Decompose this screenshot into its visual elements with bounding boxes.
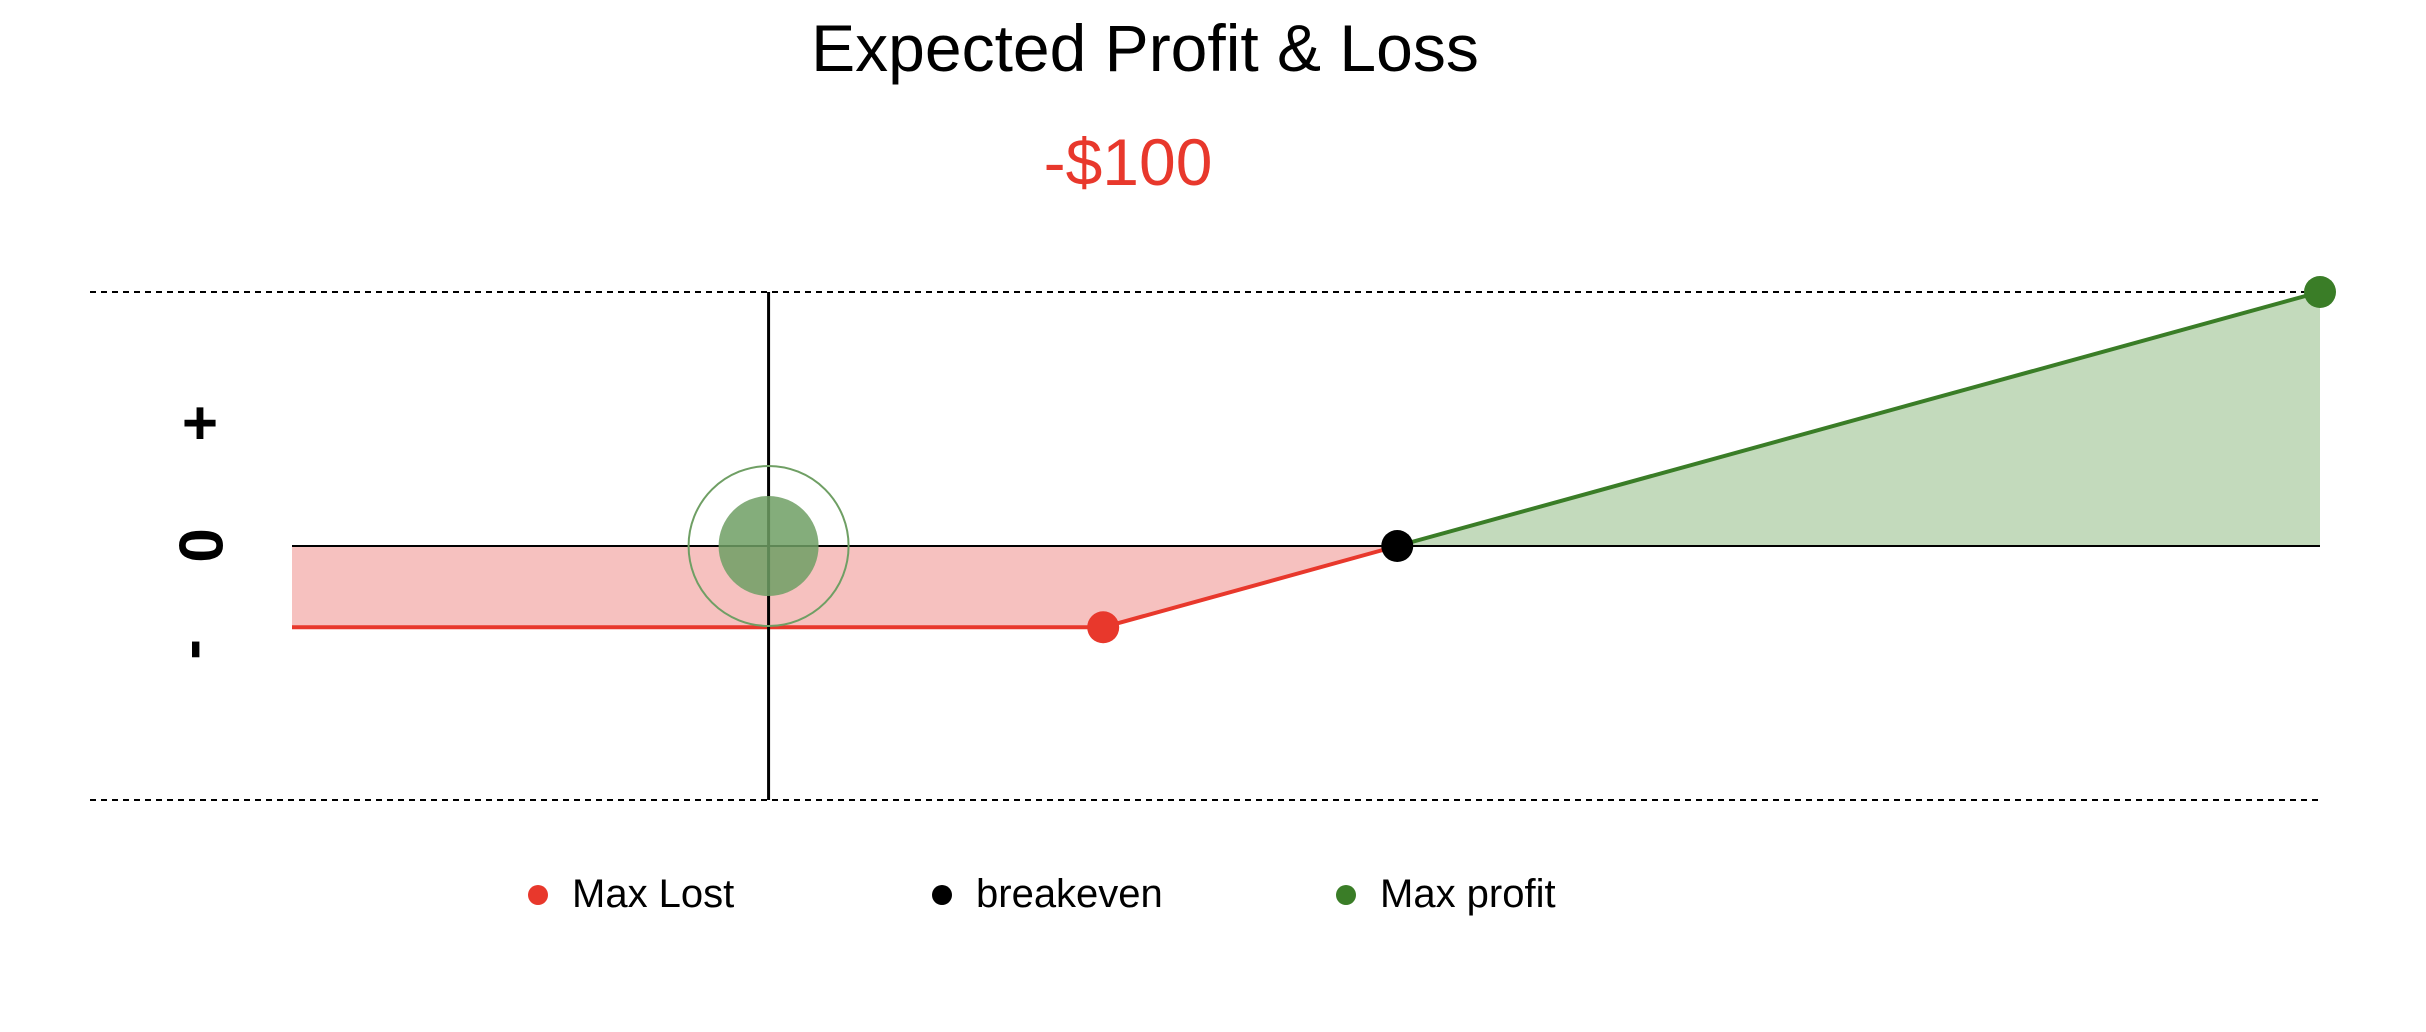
max-profit-point — [2304, 276, 2336, 308]
max-profit-dot-icon — [1336, 884, 1356, 905]
legend-label: Max profit — [1380, 872, 1556, 916]
legend-label: breakeven — [976, 872, 1163, 916]
max-lost-point — [1087, 611, 1120, 644]
chart-title: Expected Profit & Loss — [811, 11, 1479, 85]
legend: Max Lost breakeven Max profit — [0, 872, 2426, 932]
current-position-ring — [687, 465, 850, 627]
expected-value: -$100 — [1043, 125, 1213, 199]
current-position-marker — [718, 496, 819, 596]
positive-symbol: + — [181, 389, 219, 458]
legend-item-max-lost: Max Lost — [528, 872, 734, 917]
breakeven-point — [1381, 530, 1414, 562]
loss-area — [292, 546, 1398, 628]
profit-line — [1396, 290, 2321, 548]
zero-symbol: 0 — [165, 528, 235, 563]
negative-symbol: - — [165, 639, 235, 660]
legend-item-breakeven: breakeven — [932, 872, 1163, 917]
breakeven-dot-icon — [932, 884, 952, 905]
max-lost-dot-icon — [528, 884, 548, 905]
legend-label: Max Lost — [572, 872, 735, 916]
legend-item-max-profit: Max profit — [1336, 872, 1556, 917]
